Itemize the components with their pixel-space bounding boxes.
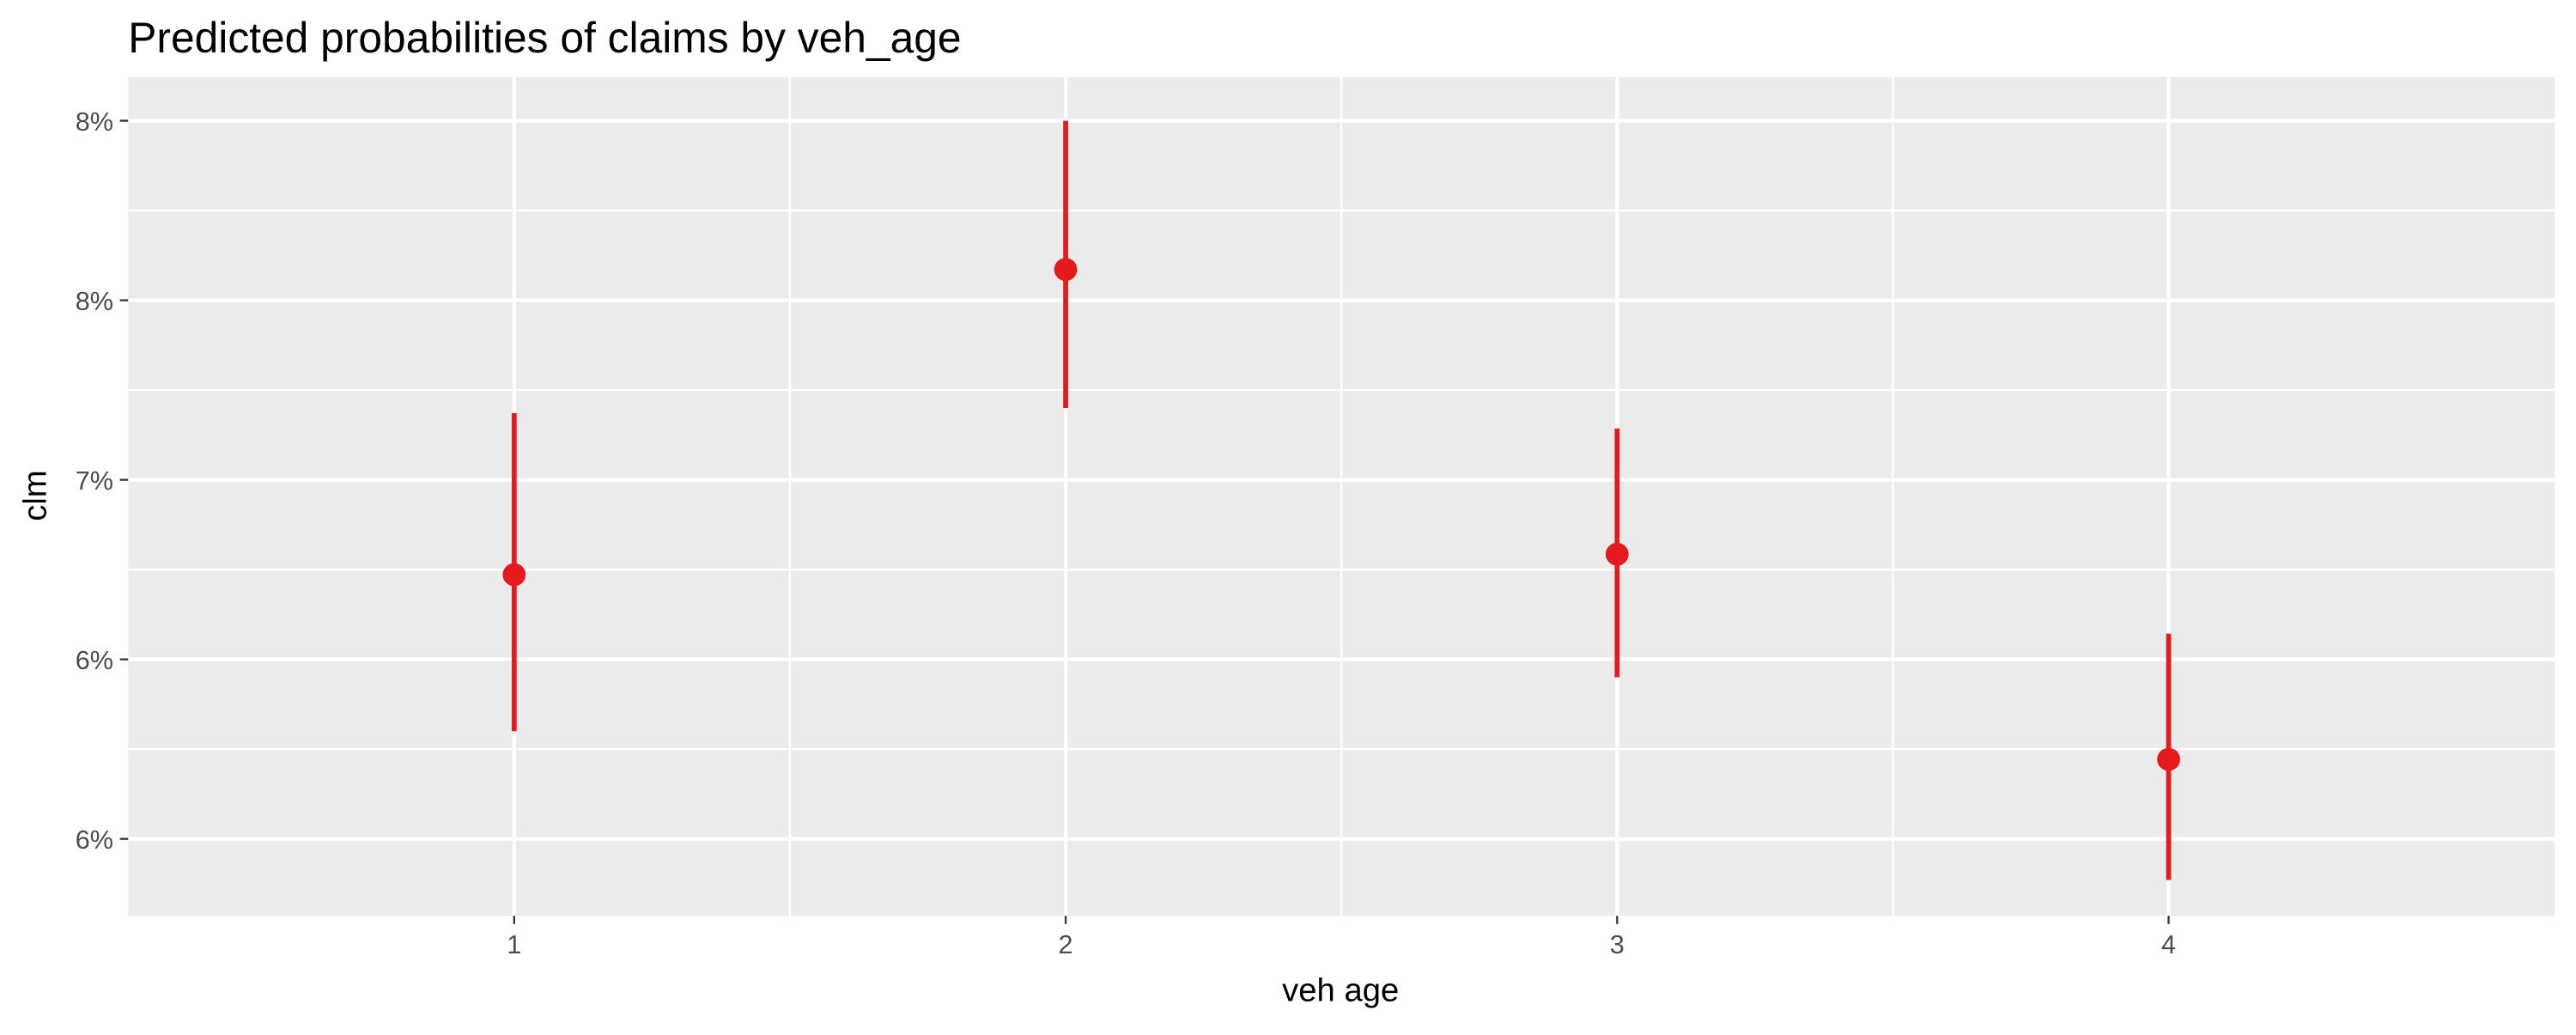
x-axis-label: veh age <box>1282 972 1399 1009</box>
x-tick-label: 3 <box>1610 930 1625 959</box>
x-tick-label: 1 <box>507 930 521 959</box>
y-tick-label: 6% <box>76 646 113 675</box>
y-tick-label: 6% <box>76 825 113 855</box>
y-tick-label: 7% <box>76 466 113 496</box>
y-tick-label: 8% <box>76 287 113 316</box>
point <box>1605 542 1629 566</box>
x-tick-label: 4 <box>2161 930 2176 959</box>
chart-title: Predicted probabilities of claims by veh… <box>128 14 961 62</box>
y-axis-label: clm <box>17 470 54 521</box>
point <box>502 563 526 587</box>
point <box>2157 747 2180 771</box>
point <box>1054 258 1078 282</box>
y-tick-label: 8% <box>76 107 113 137</box>
x-tick-label: 2 <box>1059 930 1073 959</box>
